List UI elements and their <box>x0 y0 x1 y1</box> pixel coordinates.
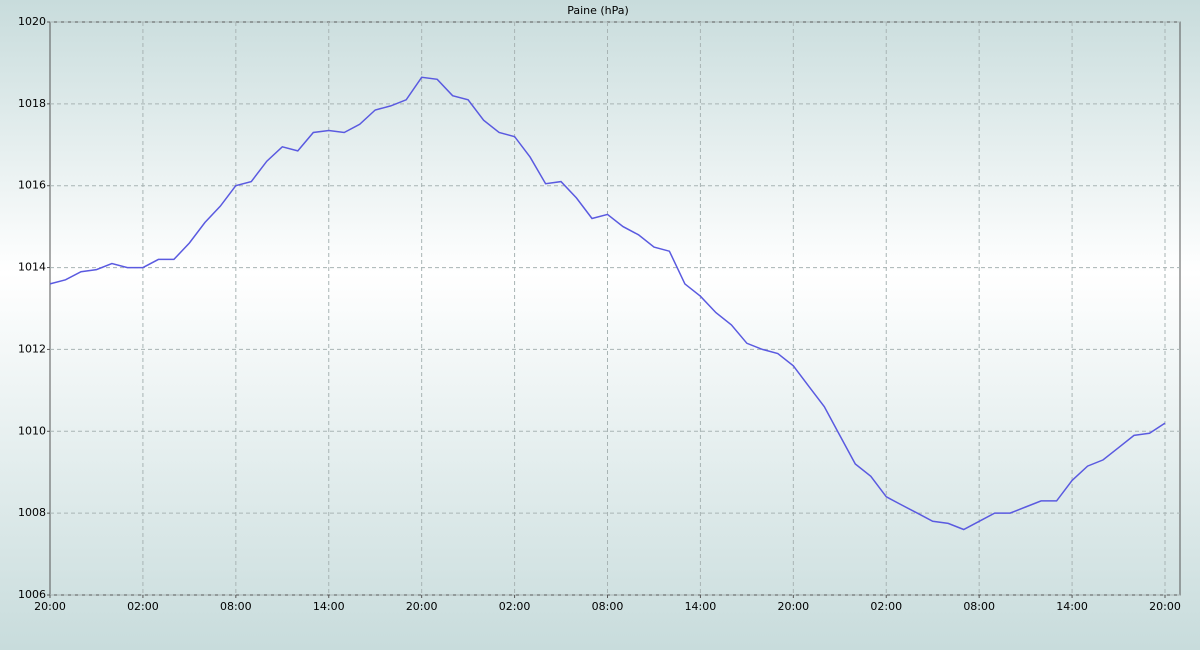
plot-frame <box>49 21 1181 596</box>
y-tick-label: 1018 <box>18 97 46 110</box>
x-tick-label: 14:00 <box>1056 600 1088 613</box>
line-series <box>49 76 1166 531</box>
y-tick-label: 1010 <box>18 424 46 437</box>
x-tick-label: 20:00 <box>406 600 438 613</box>
x-tick-label: 14:00 <box>313 600 345 613</box>
y-tick-label: 1006 <box>18 588 46 601</box>
y-tick-label: 1016 <box>18 179 46 192</box>
x-tick-label: 20:00 <box>34 600 66 613</box>
x-tick-label: 02:00 <box>499 600 531 613</box>
x-tick-label: 08:00 <box>220 600 252 613</box>
y-tick-label: 1014 <box>18 261 46 274</box>
x-tick-label: 08:00 <box>963 600 995 613</box>
y-tick-label: 1008 <box>18 506 46 519</box>
x-tick-label: 20:00 <box>1149 600 1181 613</box>
x-tick-label: 14:00 <box>685 600 717 613</box>
x-tick-label: 02:00 <box>127 600 159 613</box>
y-tick-label: 1020 <box>18 15 46 28</box>
chart-title: Paine (hPa) <box>567 4 629 17</box>
x-tick-label: 20:00 <box>777 600 809 613</box>
x-tick-label: 02:00 <box>870 600 902 613</box>
y-tick-label: 1012 <box>18 342 46 355</box>
x-tick-label: 08:00 <box>592 600 624 613</box>
